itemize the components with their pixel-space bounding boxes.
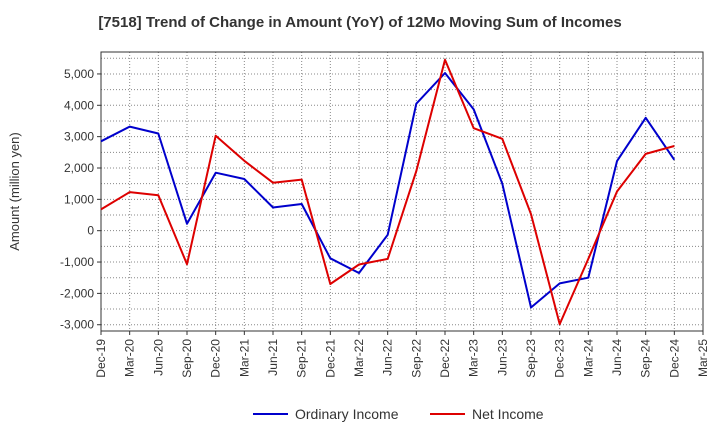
x-tick-label: Dec-19 [94,339,108,378]
y-tick-label: -3,000 [60,318,94,332]
x-tick-label: Jun-21 [266,339,280,376]
x-tick-label: Mar-23 [467,339,481,377]
x-tick-label: Sep-23 [524,339,538,378]
x-tick-label: Dec-24 [667,339,681,378]
x-tick-label: Dec-21 [323,339,337,378]
x-tick-label: Jun-24 [610,339,624,376]
x-tick-label: Dec-23 [553,339,567,378]
x-tick-label: Jun-20 [151,339,165,376]
y-axis-title: Amount (million yen) [7,132,22,251]
y-tick-label: -2,000 [60,286,94,300]
grid-lines [100,52,704,331]
y-tick-label: 3,000 [64,130,94,144]
x-tick-label: Sep-21 [295,339,309,378]
plot-frame [100,51,704,332]
x-tick-label: Dec-20 [209,339,223,378]
legend-label: Net Income [472,406,544,422]
y-tick-label: 1,000 [64,192,94,206]
y-tick-label: 4,000 [64,98,94,112]
y-tick-label: 2,000 [64,161,94,175]
x-tick-label: Mar-25 [696,339,710,377]
x-tick-label: Mar-22 [352,339,366,377]
legend-label: Ordinary Income [295,406,399,422]
y-tick-label: 5,000 [64,67,94,81]
x-tick-label: Mar-24 [581,339,595,377]
series-line-net-income [100,58,675,326]
x-tick-labels: Dec-19 Mar-20 Jun-20 Sep-20 Dec-20 Mar-21 Jun-… [94,331,710,378]
x-tick-label: Dec-22 [438,339,452,378]
x-tick-label: Sep-24 [639,339,653,378]
x-tick-label: Jun-23 [495,339,509,376]
series-lines [100,58,676,326]
x-tick-label: Mar-20 [123,339,137,377]
y-tick-label: -1,000 [60,255,94,269]
legend: Ordinary Income Net Income [253,406,544,422]
x-tick-label: Mar-21 [237,339,251,377]
x-tick-label: Jun-22 [381,339,395,376]
x-tick-label: Sep-20 [180,339,194,378]
y-tick-labels: -3,000 -2,000 -1,000 0 1,000 2,000 3,000 4,000 5… [60,67,101,332]
x-tick-label: Sep-22 [409,339,423,378]
chart-title: [7518] Trend of Change in Amount (YoY) o… [98,14,622,31]
y-tick-label: 0 [87,224,94,238]
